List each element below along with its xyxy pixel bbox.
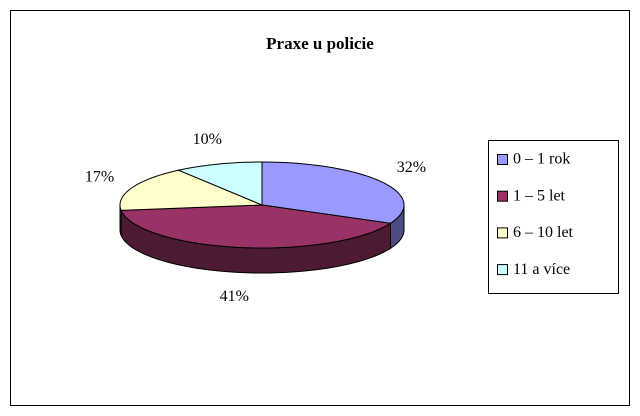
data-label: 17% [85, 169, 114, 186]
legend-box [488, 140, 619, 294]
slice [119, 169, 263, 211]
legend-swatch [497, 264, 508, 276]
legend-swatch [497, 154, 508, 165]
legend-label: 1 – 5 let [513, 187, 566, 204]
legend-swatch [497, 227, 508, 239]
legend-swatch [497, 190, 508, 202]
slice [120, 204, 392, 249]
legend-label: 11 a více [513, 261, 570, 278]
data-label: 32% [397, 159, 426, 176]
slice [261, 161, 405, 224]
data-label: 41% [220, 288, 249, 305]
legend-label: 6 – 10 let [513, 224, 574, 241]
chart-title: Praxe u policie [266, 34, 374, 53]
data-label: 10% [193, 131, 222, 148]
legend-label: 0 – 1 rok [513, 151, 570, 168]
slice [176, 161, 263, 206]
